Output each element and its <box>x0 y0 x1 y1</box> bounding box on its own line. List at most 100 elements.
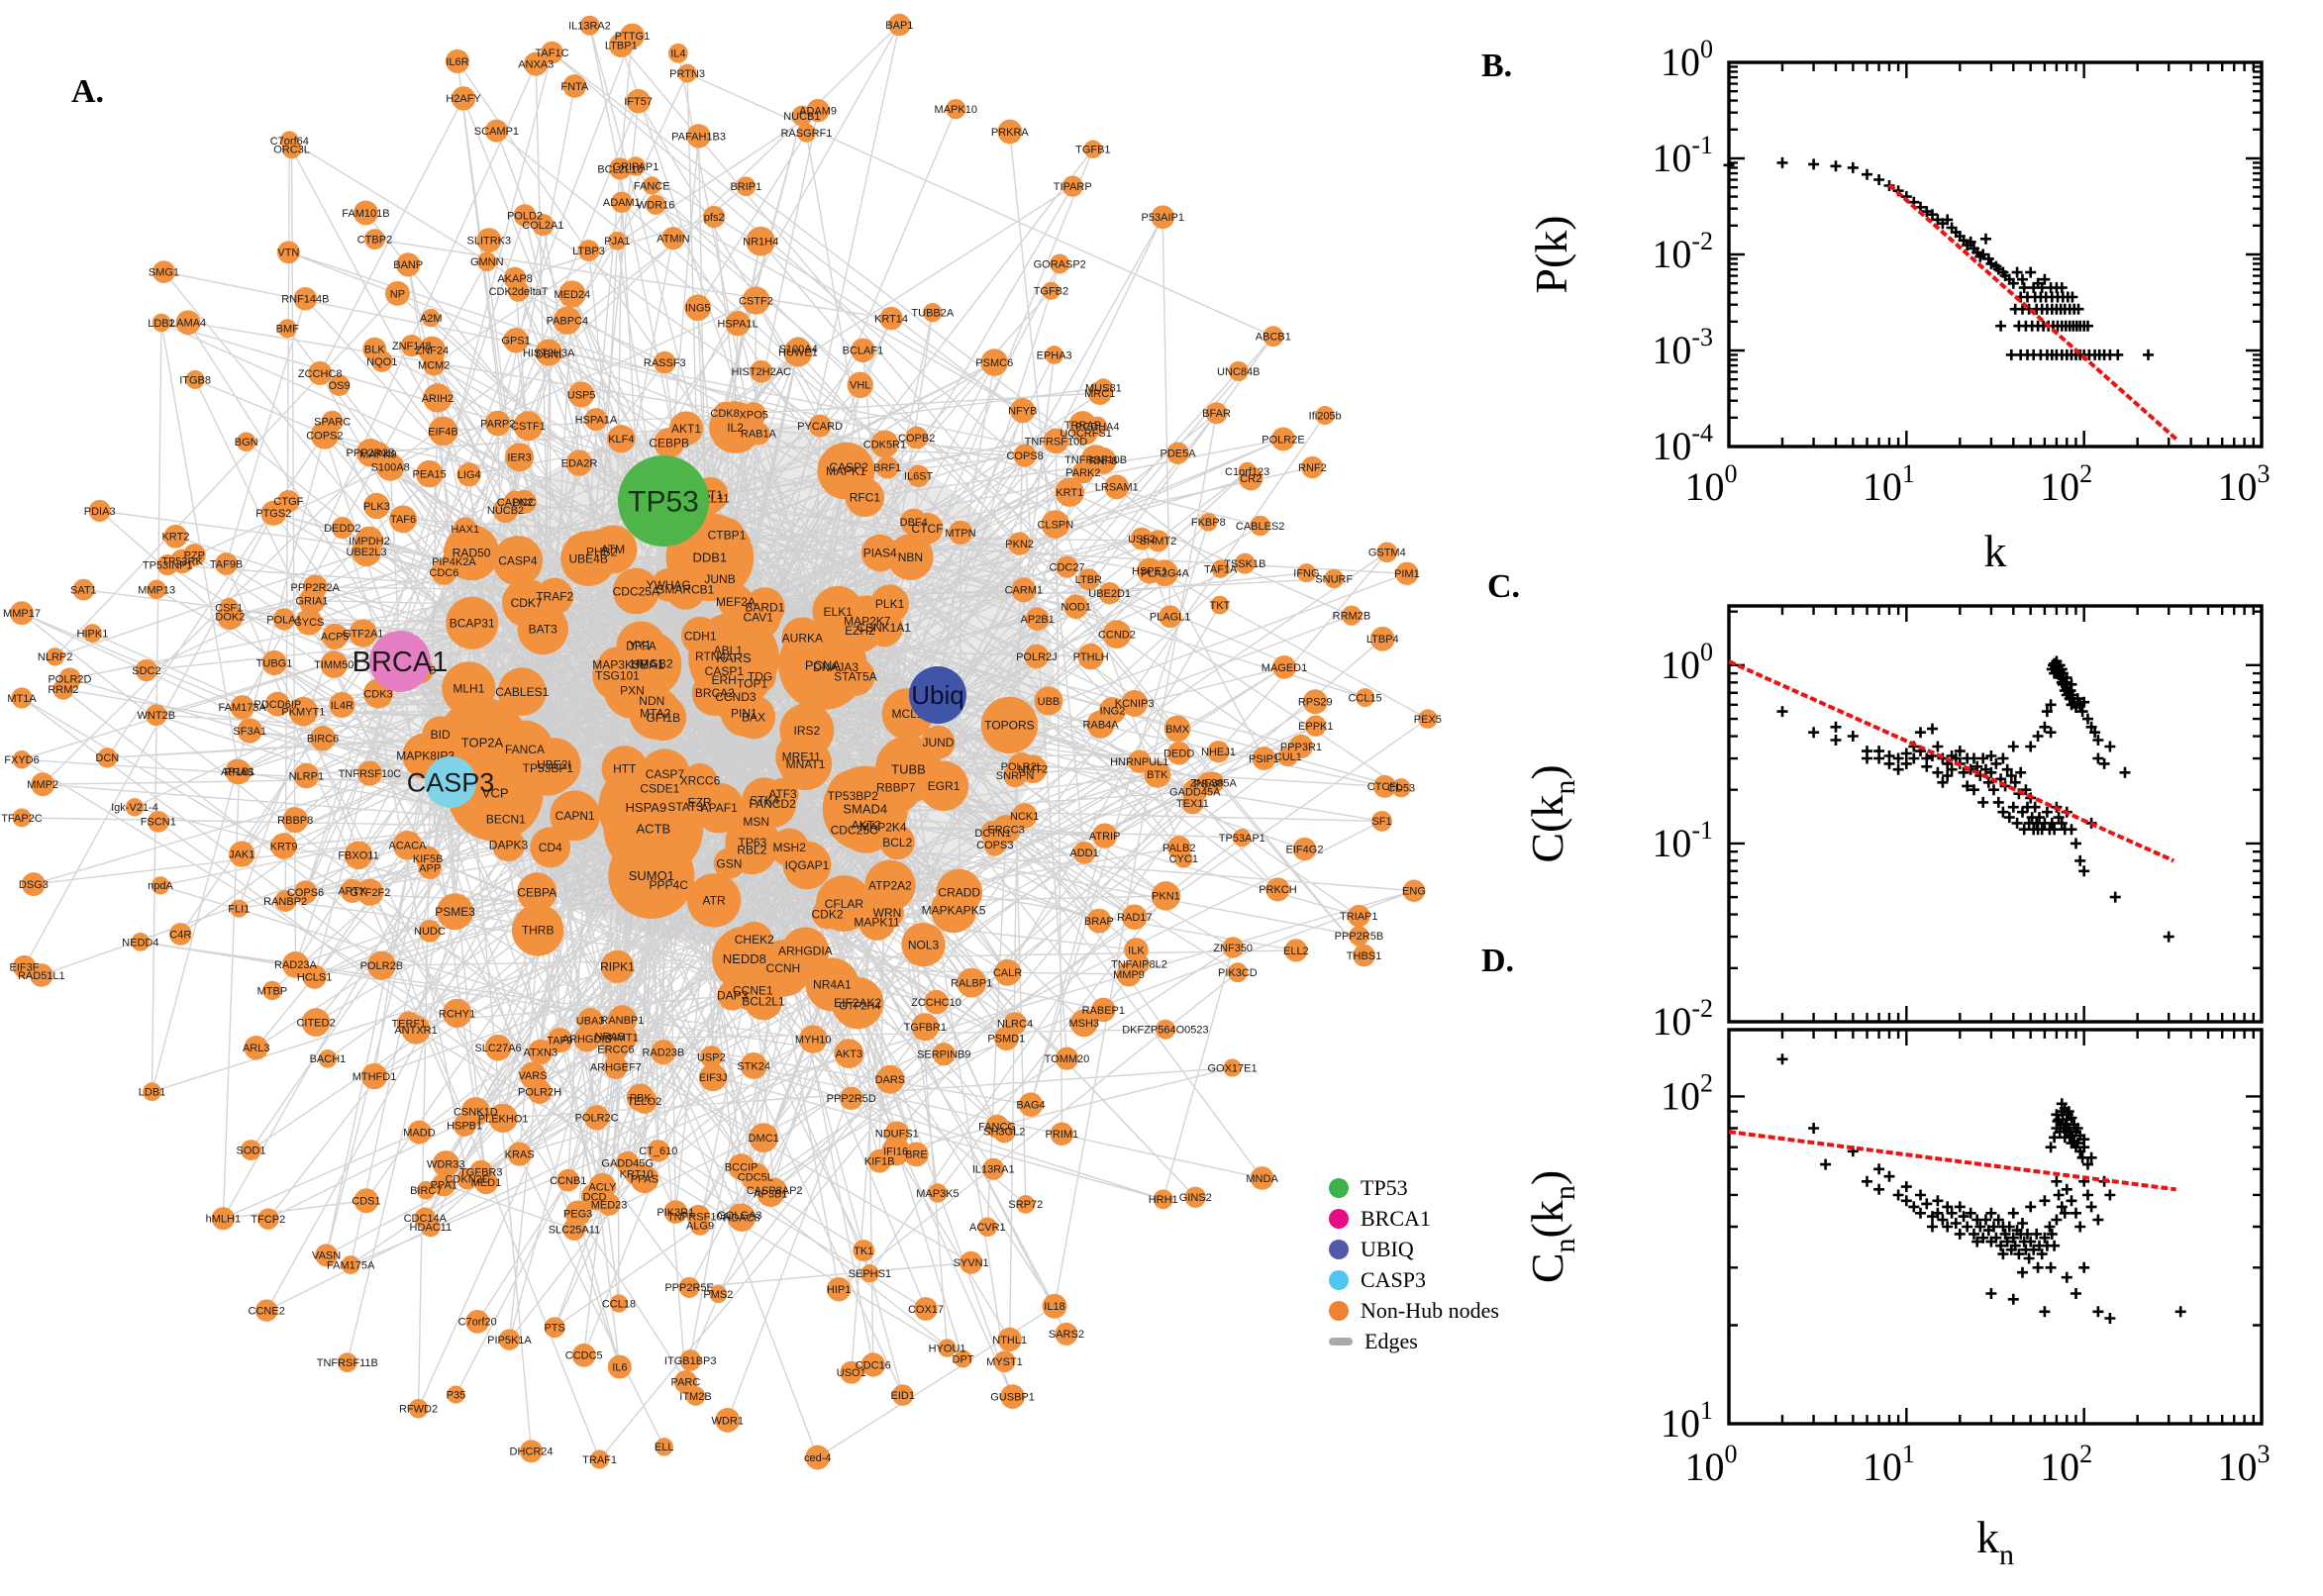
network-node-label: THRB <box>522 924 555 938</box>
network-node <box>532 213 555 237</box>
network-node-label: BCAP31 <box>450 616 495 630</box>
network-node <box>497 667 547 717</box>
network-node <box>1056 555 1078 578</box>
network-node <box>1292 837 1317 861</box>
network-node-label: LTBP1 <box>605 40 638 51</box>
tick-label: 103 <box>2218 459 2271 509</box>
network-node <box>513 204 537 227</box>
network-node-label: CDH1 <box>684 629 717 643</box>
network-node-label: TP53AP1 <box>1219 833 1265 845</box>
network-node-label: RASSF3 <box>644 357 686 369</box>
network-node-label: PLK3 <box>363 501 390 513</box>
network-node <box>257 1208 279 1230</box>
network-node <box>1418 709 1438 729</box>
network-node <box>442 661 496 716</box>
network-node <box>401 1015 431 1045</box>
network-node-label: XPO5 <box>740 409 768 421</box>
network-node <box>741 402 766 427</box>
network-node-label: CASP1 <box>705 664 745 678</box>
network-node <box>492 497 519 524</box>
network-node <box>276 241 300 264</box>
network-node <box>736 176 757 197</box>
network-node <box>88 499 111 522</box>
network-node-label: BIRC7 <box>410 1185 442 1197</box>
network-node-label: IER3 <box>507 452 531 464</box>
network-node-label: RALBP1 <box>951 977 992 989</box>
network-node <box>362 337 387 361</box>
network-node <box>791 105 813 127</box>
network-node-label: RRM2B <box>1333 611 1371 623</box>
network-node <box>565 449 593 476</box>
network-node-label: PPP2R2A <box>290 582 340 594</box>
network-node <box>826 1276 852 1302</box>
network-node <box>816 875 872 932</box>
network-node-label: PIP5K1A <box>487 1335 532 1347</box>
network-node-label: NMT2 <box>1018 764 1048 776</box>
network-node-label: FANCE <box>634 180 670 192</box>
network-node <box>492 536 544 586</box>
network-node <box>781 927 830 975</box>
network-node-label: CCNE2 <box>249 1305 285 1317</box>
hub-casp3-label: CASP3 <box>407 767 495 797</box>
network-node-label: CABLES1 <box>495 685 549 699</box>
plot-frame <box>1727 604 2264 1024</box>
network-node <box>607 1354 632 1379</box>
network-node-label: PDCD6IP <box>254 699 302 711</box>
network-node <box>879 306 903 331</box>
network-node <box>528 1039 554 1065</box>
network-node-label: ADAM1 <box>603 197 641 209</box>
network-node-label: MADD <box>403 1127 435 1139</box>
network-node <box>808 414 832 438</box>
network-node-label: hMLH1 <box>206 1214 241 1226</box>
network-node <box>992 1120 1016 1144</box>
network-node-label: GORASP2 <box>1034 258 1086 270</box>
network-node-label: NOL3 <box>908 938 940 951</box>
network-node-label: TAF6 <box>390 514 416 526</box>
network-node-label: SAT1 <box>70 584 97 596</box>
network-node <box>131 933 151 951</box>
network-node <box>550 790 601 842</box>
network-node-label: PPP2R5E <box>664 1282 714 1294</box>
network-node-label: TUBG1 <box>256 657 293 669</box>
network-node-label: TNFRSF10D <box>1025 436 1088 448</box>
chart-clustering-coefficient: 100 10-1 10-2 C(kn) <box>1522 604 2264 1044</box>
network-node-label: ZNF385A <box>1190 777 1238 789</box>
network-node <box>145 704 167 727</box>
network-node-label: RNF8 <box>1089 455 1118 467</box>
network-node <box>1147 530 1169 552</box>
network-node-label: GUSBP1 <box>990 1391 1035 1403</box>
network-node-label: CSTF2 <box>739 295 773 307</box>
network-node-label: SLC27A6 <box>474 1043 521 1054</box>
network-node-label: SARS2 <box>1049 1329 1084 1341</box>
network-node <box>442 549 466 574</box>
network-node-label: PZP <box>184 549 205 561</box>
network-node-label: TKT <box>1209 600 1230 612</box>
scatter-points <box>1776 1053 2186 1324</box>
network-node-label: CITED2 <box>296 1017 335 1029</box>
network-node-label: CTGF <box>273 496 303 508</box>
network-node-label: LIG4 <box>457 469 481 481</box>
network-node <box>1055 1322 1078 1346</box>
network-node <box>408 1398 429 1419</box>
network-node <box>661 227 685 250</box>
hub-ubiq-node <box>909 666 966 724</box>
network-node-label: TUBB2A <box>911 308 954 320</box>
network-node-label: RAD23A <box>274 959 317 971</box>
network-node <box>447 1385 465 1404</box>
network-node-label: KRAS <box>505 1148 535 1160</box>
network-node-label: PRKCH <box>1259 884 1297 896</box>
network-node <box>1073 421 1098 446</box>
network-node <box>677 63 697 83</box>
network-node-label: MUS81 <box>1085 382 1122 394</box>
network-node-label: LTBP3 <box>572 246 605 257</box>
network-node-label: LRSAM1 <box>1095 482 1139 494</box>
network-node <box>870 430 899 458</box>
network-node-label: ERCC6 <box>597 1045 634 1056</box>
network-node <box>456 462 481 487</box>
network-node-label: DKFZP564O0523 <box>1122 1025 1208 1037</box>
network-node <box>432 1150 459 1178</box>
network-node <box>230 899 249 918</box>
network-node <box>288 696 319 727</box>
network-node-label: PIK3CD <box>1218 967 1258 979</box>
